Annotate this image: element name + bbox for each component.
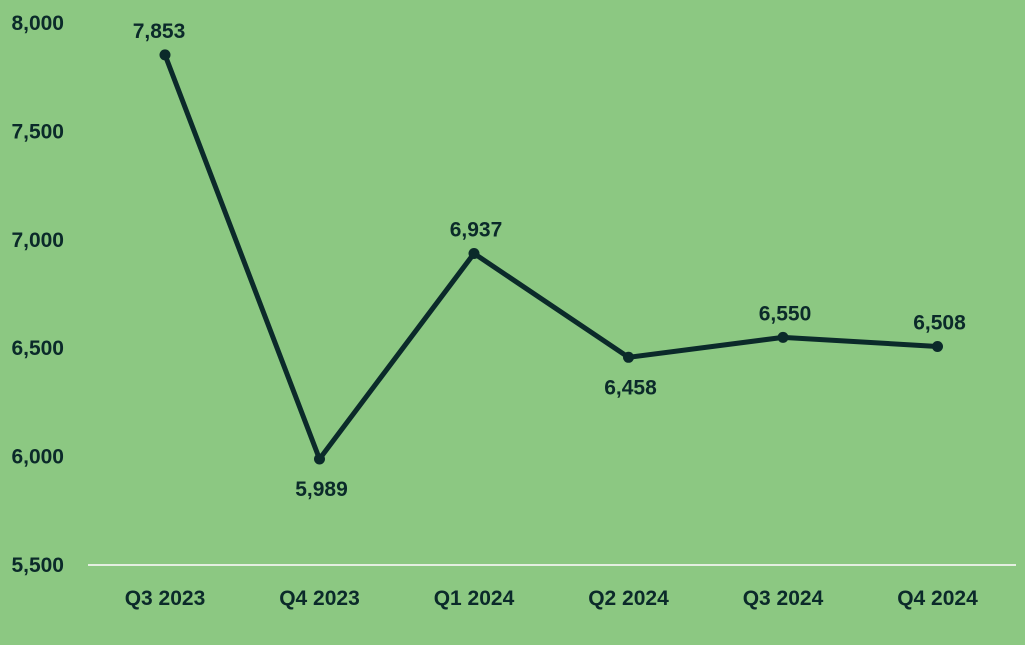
y-tick-label: 6,000 <box>11 446 64 469</box>
data-label: 6,458 <box>604 376 657 399</box>
x-tick-label: Q1 2024 <box>434 587 515 610</box>
data-label: 6,550 <box>759 302 812 325</box>
y-tick-label: 5,500 <box>11 554 64 577</box>
data-point <box>932 340 943 352</box>
y-axis-tick-labels: 5,500 6,000 6,500 7,000 7,500 8,000 <box>11 12 64 577</box>
data-point <box>314 453 325 465</box>
series-line <box>162 52 940 462</box>
data-point <box>777 331 789 343</box>
x-axis-tick-labels: Q3 2023 Q4 2023 Q1 2024 Q2 2024 Q3 2024 Q4 20… <box>125 587 978 610</box>
data-labels: 7,853 5,989 6,937 6,458 6,550 6,508 <box>133 20 966 501</box>
x-tick-label: Q4 2024 <box>897 587 978 610</box>
data-label: 6,937 <box>450 218 503 241</box>
data-point <box>623 351 634 363</box>
data-label: 7,853 <box>133 20 186 43</box>
data-label: 6,508 <box>913 311 966 334</box>
data-points <box>159 49 943 465</box>
x-tick-label: Q4 2023 <box>279 587 360 610</box>
y-tick-label: 8,000 <box>11 12 64 35</box>
data-label: 5,989 <box>295 478 348 501</box>
data-point <box>159 49 171 61</box>
y-tick-label: 7,000 <box>11 229 64 252</box>
x-tick-label: Q3 2023 <box>125 587 206 610</box>
y-tick-label: 7,500 <box>11 120 64 143</box>
x-tick-label: Q3 2024 <box>743 587 824 610</box>
x-tick-label: Q2 2024 <box>588 587 669 610</box>
y-tick-label: 6,500 <box>11 337 64 360</box>
data-point <box>468 247 480 259</box>
